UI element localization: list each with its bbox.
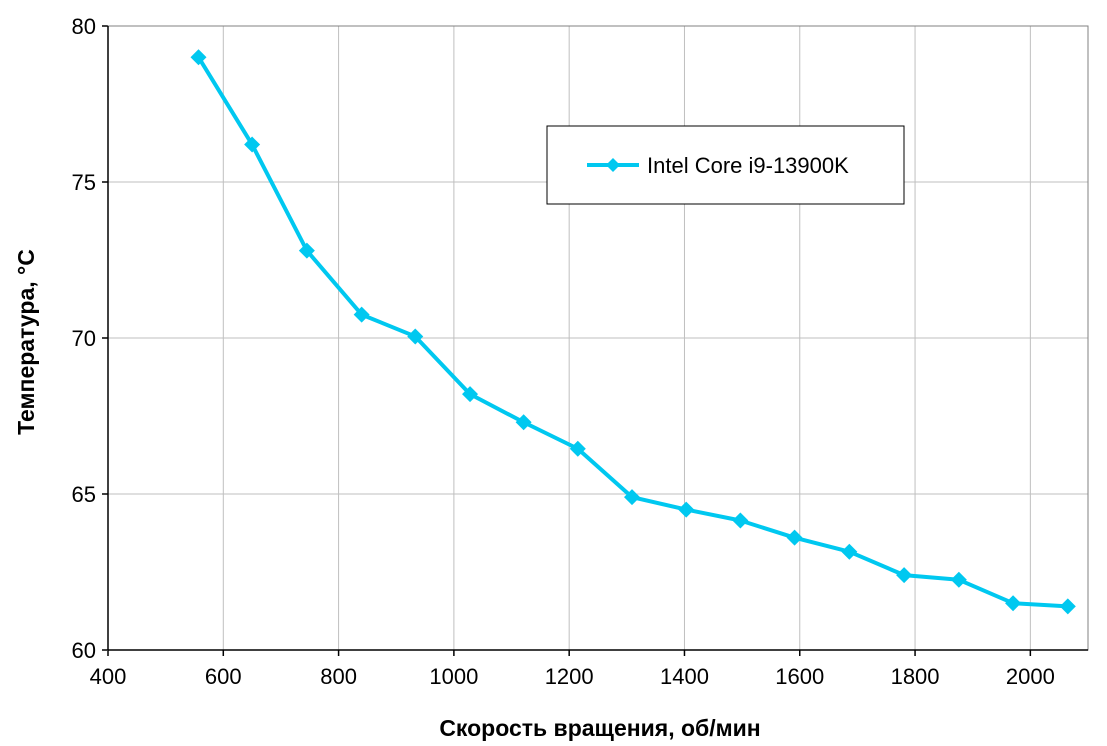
x-tick-label: 400: [90, 664, 127, 689]
data-point-marker: [1005, 595, 1022, 612]
x-axis-title: Скорость вращения, об/мин: [439, 715, 760, 741]
data-point-marker: [1059, 598, 1076, 615]
x-tick-label: 1600: [775, 664, 824, 689]
data-point-marker: [624, 489, 641, 506]
x-tick-label: 1400: [660, 664, 709, 689]
x-tick-label: 600: [205, 664, 242, 689]
y-tick-label: 60: [72, 638, 96, 663]
data-point-marker: [190, 49, 207, 66]
data-point-marker: [732, 512, 749, 529]
y-axis-title: Температура, °C: [13, 249, 39, 435]
data-point-marker: [569, 440, 586, 457]
data-point-marker: [515, 414, 532, 431]
y-tick-label: 65: [72, 482, 96, 507]
legend: Intel Core i9-13900K: [546, 125, 905, 205]
x-tick-label: 2000: [1006, 664, 1055, 689]
x-tick-label: 1200: [545, 664, 594, 689]
data-point-marker: [786, 529, 803, 546]
data-point-marker: [353, 306, 370, 323]
data-point-marker: [407, 328, 424, 345]
y-tick-label: 70: [72, 326, 96, 351]
data-point-marker: [462, 386, 479, 403]
y-tick-label: 80: [72, 14, 96, 39]
x-tick-label: 1000: [429, 664, 478, 689]
data-point-marker: [298, 242, 315, 259]
y-tick-label: 75: [72, 170, 96, 195]
data-point-marker: [244, 136, 261, 153]
grid: [108, 25, 1088, 650]
series: [190, 49, 1076, 615]
x-tick-label: 800: [320, 664, 357, 689]
legend-entry-label: Intel Core i9-13900K: [647, 153, 849, 178]
data-point-marker: [896, 567, 913, 584]
legend-swatch-marker: [606, 158, 620, 172]
data-point-marker: [950, 571, 967, 588]
axes: [102, 25, 1089, 656]
data-point-marker: [841, 543, 858, 560]
data-point-marker: [678, 501, 695, 518]
tick-labels: 400 600 800 1000 1200 1400 1600 1800 2000 60 65 70 7…: [72, 14, 1055, 689]
x-tick-label: 1800: [891, 664, 940, 689]
